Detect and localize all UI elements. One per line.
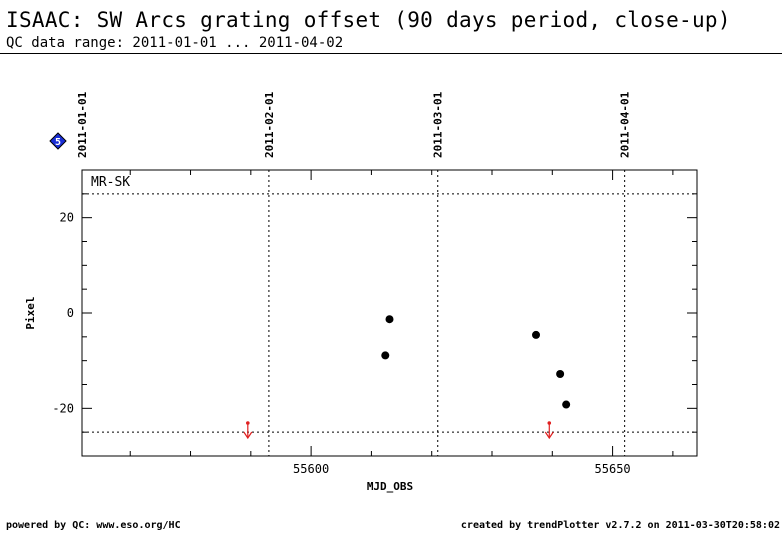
y-tick-label: -20	[52, 401, 74, 415]
page-title: ISAAC: SW Arcs grating offset (90 days p…	[6, 8, 731, 32]
data-point	[556, 370, 565, 379]
outlier-arrow-icon	[544, 421, 554, 440]
date-marker-label: 2011-01-01	[76, 91, 89, 158]
date-marker-label: 2011-03-01	[432, 91, 445, 158]
data-range-subtitle: QC data range: 2011-01-01 ... 2011-04-02	[6, 35, 344, 51]
x-tick-label: 55600	[293, 462, 329, 476]
outlier-arrow-icon	[243, 421, 253, 440]
data-point	[381, 351, 390, 360]
data-point	[385, 315, 394, 324]
data-point	[532, 330, 541, 339]
y-tick-label: 0	[67, 306, 74, 320]
footer-created-by: created by trendPlotter v2.7.2 on 2011-0…	[460, 520, 780, 531]
diamond-icon	[49, 132, 67, 150]
header-divider	[0, 53, 782, 54]
outlier-head	[243, 431, 253, 440]
footer-powered-by: powered by QC: www.eso.org/HC	[6, 520, 181, 531]
period-badge-label: 5	[55, 137, 61, 148]
data-point	[562, 400, 571, 409]
y-axis-label: Pixel	[24, 296, 37, 329]
period-badge: 5	[49, 132, 67, 150]
plot-frame	[81, 169, 698, 457]
x-tick-label: 55650	[595, 462, 631, 476]
x-axis-label: MJD_OBS	[367, 480, 413, 493]
y-tick-label: 20	[60, 211, 74, 225]
outlier-head	[544, 431, 554, 440]
panel-label: MR-SK	[91, 175, 130, 190]
date-marker-label: 2011-04-01	[619, 91, 632, 158]
date-marker-label: 2011-02-01	[263, 91, 276, 158]
